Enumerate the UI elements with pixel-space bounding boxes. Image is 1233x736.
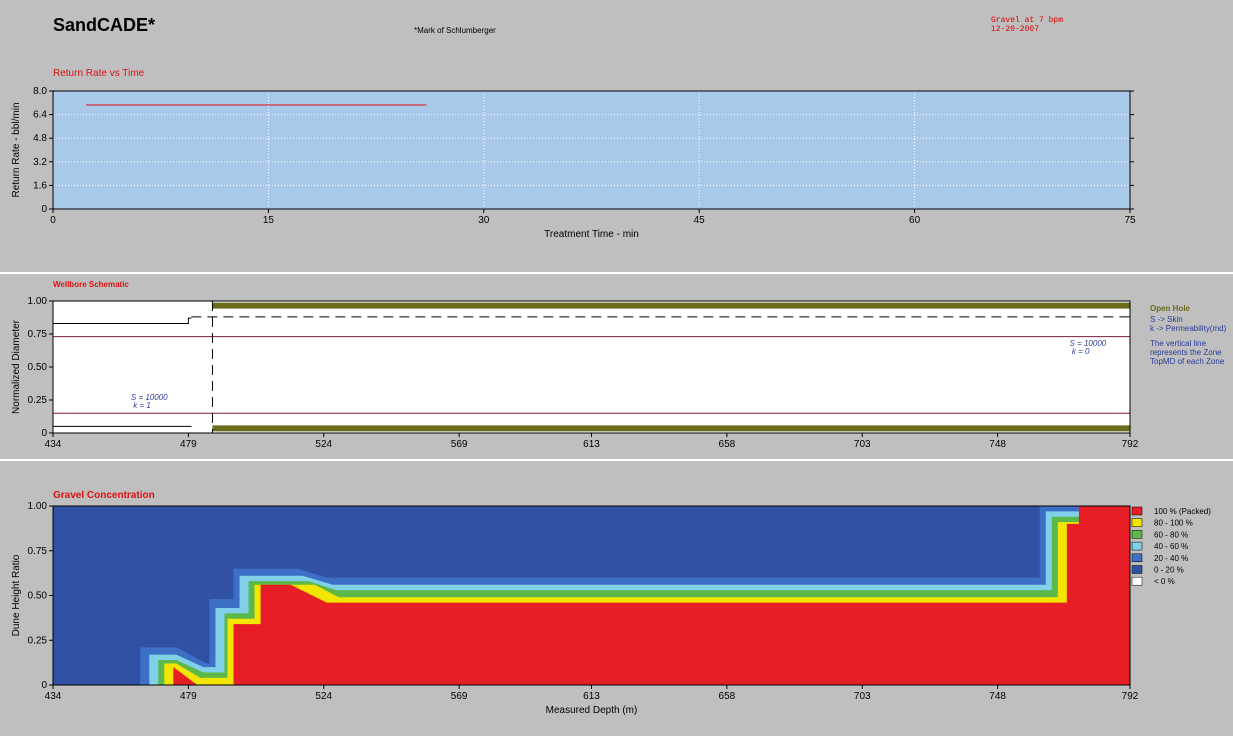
y-tick-label: 0.75 (28, 546, 48, 557)
zone-perm-label: k = 0 (1072, 347, 1090, 356)
y-tick-label: 0.25 (28, 635, 48, 646)
y-tick-label: 1.00 (28, 501, 48, 512)
gravel-concentration-chart: 434 479 524 569 613 658 703 748 792 0 0.25 0.50 0.75… (11, 490, 1211, 716)
x-tick-label: 792 (1122, 691, 1139, 702)
legend-swatch (1131, 541, 1143, 551)
legend-label: 80 - 100 % (1154, 519, 1193, 528)
chart-title: Gravel Concentration (53, 490, 155, 501)
y-tick-label: 6.4 (33, 110, 47, 121)
plot-frame (52, 505, 1131, 686)
y-tick-label: 0 (41, 680, 47, 691)
x-tick-label: 479 (180, 691, 197, 702)
open-hole-lower-band (212, 425, 1130, 432)
y-tick-label: 0.50 (28, 362, 48, 373)
y-axis-label: Dune Height Ratio (11, 554, 22, 636)
x-tick-label: 569 (451, 439, 468, 450)
legend-label: 100 % (Packed) (1154, 507, 1211, 516)
legend-note-3: TopMD of each Zone (1150, 357, 1225, 366)
panel-divider (0, 459, 1233, 461)
chart-title: Wellbore Schematic (53, 280, 129, 289)
plot-area (53, 91, 1130, 209)
trademark-note: *Mark of Schlumberger (414, 26, 496, 35)
zone-skin-label: S = 10000 (1070, 339, 1107, 348)
legend-note-2: represents the Zone (1150, 348, 1222, 357)
open-hole-upper-band (212, 302, 1130, 309)
y-tick-label: 0.25 (28, 395, 48, 406)
x-tick-label: 75 (1124, 215, 1136, 226)
x-tick-label: 434 (45, 439, 62, 450)
legend-swatch (1131, 506, 1143, 516)
y-axis-label: Normalized Diameter (11, 319, 22, 414)
x-tick-label: 524 (315, 691, 332, 702)
x-tick-label: 479 (180, 439, 197, 450)
y-tick-label: 0 (41, 204, 47, 215)
x-tick-label: 748 (989, 439, 1006, 450)
legend-label: < 0 % (1154, 577, 1175, 586)
panel-divider (0, 272, 1233, 274)
x-tick-label: 658 (719, 691, 736, 702)
legend-label: 60 - 80 % (1154, 530, 1188, 539)
legend-swatch (1131, 518, 1143, 527)
y-tick-label: 3.2 (33, 157, 47, 168)
chart-title: Return Rate vs Time (53, 68, 145, 79)
zone-perm-label: k = 1 (133, 401, 151, 410)
x-tick-label: 60 (909, 215, 921, 226)
y-tick-label: 8.0 (33, 86, 47, 97)
plot-frame (52, 90, 1131, 210)
legend-perm: k -> Permeability(md) (1150, 324, 1227, 333)
x-tick-label: 703 (854, 439, 871, 450)
y-axis-label: Return Rate - bbl/min (11, 102, 22, 197)
y-tick-label: 4.8 (33, 133, 47, 144)
legend-label: 40 - 60 % (1154, 542, 1188, 551)
zone-skin-label: S = 10000 (131, 393, 168, 402)
concentration-band (173, 506, 1130, 685)
app-title: SandCADE* (53, 15, 156, 35)
x-tick-label: 613 (583, 439, 600, 450)
run-date: 12-20-2007 (991, 25, 1040, 34)
x-tick-label: 30 (478, 215, 490, 226)
x-tick-label: 434 (45, 691, 62, 702)
plot-area (53, 301, 1130, 433)
x-tick-label: 0 (50, 215, 56, 226)
x-axis-label: Treatment Time - min (544, 229, 639, 240)
legend-note-1: The vertical line (1150, 339, 1207, 348)
y-tick-label: 1.00 (28, 296, 48, 307)
x-tick-label: 45 (694, 215, 706, 226)
legend-label: 20 - 40 % (1154, 554, 1188, 563)
legend-swatch (1131, 565, 1143, 574)
legend-swatch (1131, 553, 1143, 563)
blank-pipe-upper (53, 317, 192, 324)
run-title: Gravel at 7 bpm (991, 16, 1064, 25)
legend-swatch (1131, 576, 1143, 586)
x-tick-label: 748 (989, 691, 1006, 702)
x-tick-label: 524 (315, 439, 332, 450)
x-tick-label: 703 (854, 691, 871, 702)
legend-skin: S -> Skin (1150, 315, 1183, 324)
plot-frame (52, 300, 1131, 434)
y-tick-label: 0.75 (28, 329, 48, 340)
legend-swatch (1131, 530, 1143, 539)
x-tick-label: 792 (1122, 439, 1139, 450)
y-tick-label: 0 (41, 428, 47, 439)
x-tick-label: 613 (583, 691, 600, 702)
y-tick-label: 0.50 (28, 591, 48, 602)
return-rate-chart: 0 15 30 45 60 75 0 1.6 3.2 4.8 6.4 8.0 Return Rate v… (11, 68, 1136, 240)
x-tick-label: 569 (451, 691, 468, 702)
legend-open-hole: Open Hole (1150, 304, 1191, 313)
y-tick-label: 1.6 (33, 180, 47, 191)
legend-label: 0 - 20 % (1154, 566, 1184, 575)
x-tick-label: 658 (719, 439, 736, 450)
run-info: Gravel at 7 bpm 12-20-2007 (991, 16, 1063, 34)
x-axis-label: Measured Depth (m) (546, 705, 638, 716)
x-tick-label: 15 (263, 215, 275, 226)
